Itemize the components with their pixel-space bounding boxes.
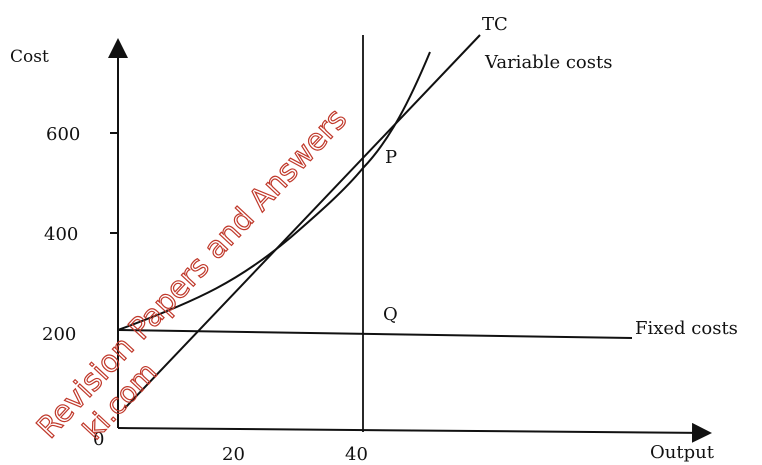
watermark: Revision Papers and Answers ki.com	[30, 101, 355, 446]
point-p-label: P	[385, 147, 397, 168]
y-axis-label: Cost	[10, 47, 49, 67]
origin-label: 0	[93, 429, 104, 450]
point-q-label: Q	[383, 304, 398, 325]
x-tick-20: 20	[222, 444, 245, 465]
tc-curve	[117, 51, 431, 331]
x-tick-40: 40	[345, 444, 368, 465]
tc-label: TC	[482, 14, 508, 35]
fixed-costs-line	[117, 329, 633, 339]
variable-costs-line	[124, 34, 481, 409]
y-tick-400: 400	[44, 224, 78, 245]
variable-costs-label: Variable costs	[484, 52, 612, 73]
x-axis-label: Output	[650, 442, 715, 463]
x-axis	[117, 422, 712, 443]
y-tick-200: 200	[42, 324, 76, 345]
fixed-costs-label: Fixed costs	[635, 318, 738, 339]
y-tick-600: 600	[46, 124, 80, 145]
watermark-text: Revision Papers and Answers	[30, 102, 354, 446]
